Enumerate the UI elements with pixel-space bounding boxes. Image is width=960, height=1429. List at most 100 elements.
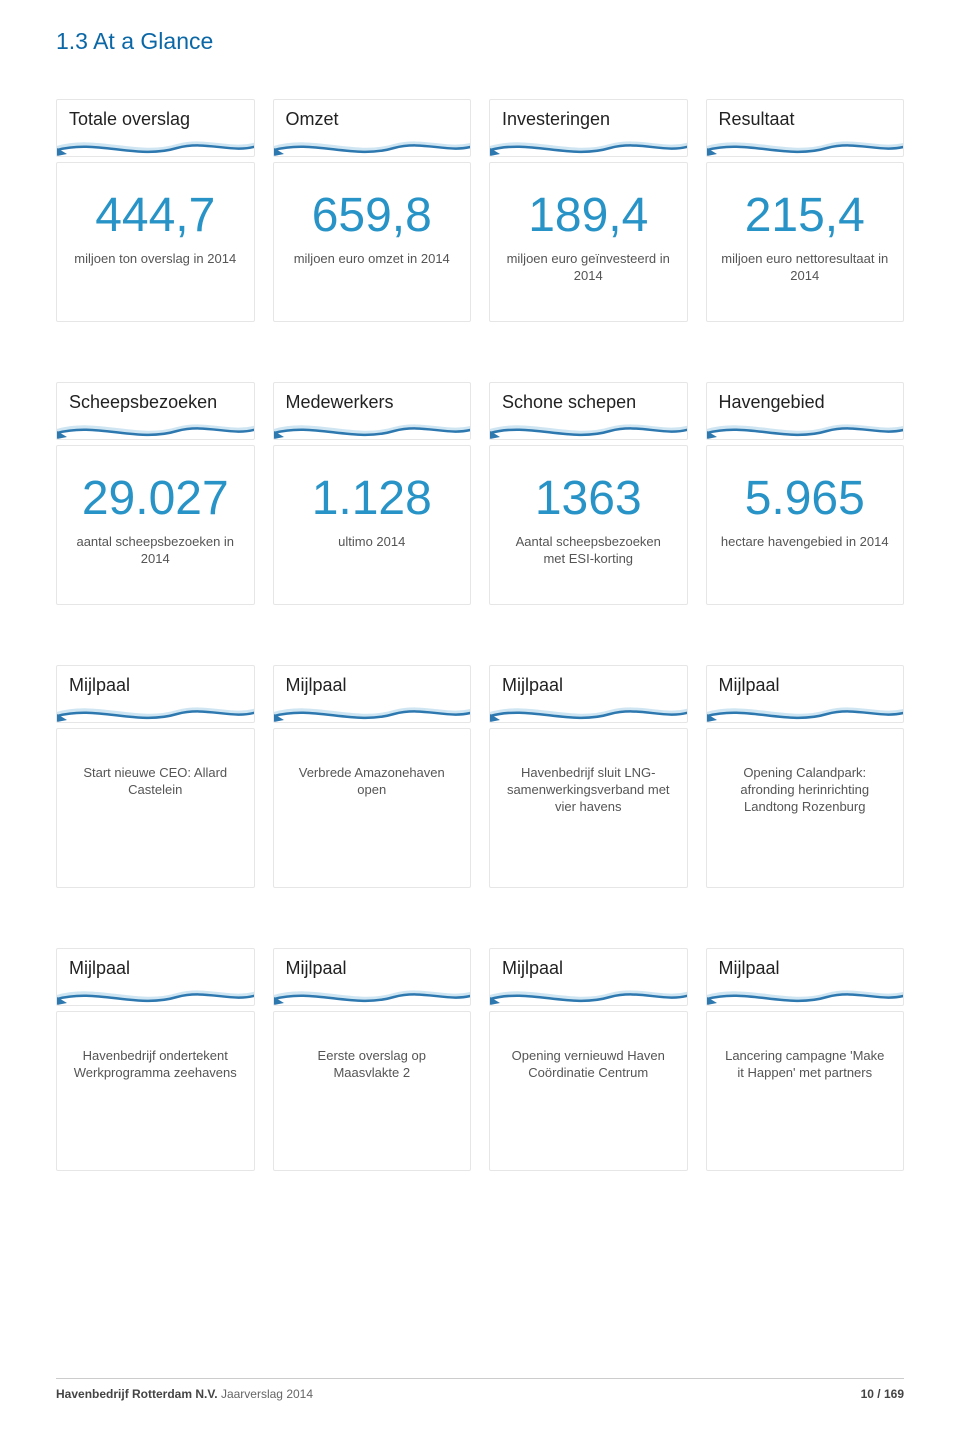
card-value: 29.027 [67, 474, 244, 524]
card-title: Mijlpaal [490, 666, 687, 696]
wave-decoration [57, 132, 255, 156]
wave-decoration [274, 981, 472, 1005]
card-description: Havenbedrijf ondertekent Werkprogramma z… [67, 1048, 244, 1082]
wave-decoration [274, 132, 472, 156]
card-description: aantal scheepsbezoeken in 2014 [67, 534, 244, 568]
card-title: Mijlpaal [274, 949, 471, 979]
card-body-2-0: Start nieuwe CEO: Allard Castelein [56, 728, 255, 888]
card-body-0-3: 215,4miljoen euro nettoresultaat in 2014 [706, 162, 905, 322]
card-body-3-2: Opening vernieuwd Haven Coördinatie Cent… [489, 1011, 688, 1171]
card-body-1-1: 1.128 ultimo 2014 [273, 445, 472, 605]
card-body-0-2: 189,4 miljoen euro geïnvesteerd in 2014 [489, 162, 688, 322]
card-header-1-1: Medewerkers [273, 382, 472, 440]
card-value: 5.965 [717, 474, 894, 524]
card-body-1-2: 1363 Aantal scheepsbezoeken met ESI-korti… [489, 445, 688, 605]
wave-decoration [707, 981, 905, 1005]
card-body-1-0: 29.027 aantal scheepsbezoeken in 2014 [56, 445, 255, 605]
card-body-3-0: Havenbedrijf ondertekent Werkprogramma z… [56, 1011, 255, 1171]
wave-decoration [57, 981, 255, 1005]
card-value: 189,4 [500, 191, 677, 241]
card-title: Resultaat [707, 100, 904, 130]
row-spacer [706, 888, 905, 948]
card-body-1-3: 5.965 hectare havengebied in 2014 [706, 445, 905, 605]
card-body-3-1: Eerste overslag op Maasvlakte 2 [273, 1011, 472, 1171]
card-description: Start nieuwe CEO: Allard Castelein [67, 765, 244, 799]
card-title: Medewerkers [274, 383, 471, 413]
card-title: Mijlpaal [490, 949, 687, 979]
card-header-1-0: Scheepsbezoeken [56, 382, 255, 440]
wave-decoration [490, 132, 688, 156]
card-title: Mijlpaal [707, 949, 904, 979]
card-body-2-3: Opening Calandpark: afronding herinricht… [706, 728, 905, 888]
card-description: Aantal scheepsbezoeken met ESI-korting [500, 534, 677, 568]
row-spacer [489, 605, 688, 665]
card-description: Opening Calandpark: afronding herinricht… [717, 765, 894, 816]
wave-decoration [707, 698, 905, 722]
wave-decoration [57, 698, 255, 722]
card-body-2-2: Havenbedrijf sluit LNG-samenwerkingsverb… [489, 728, 688, 888]
card-title: Totale overslag [57, 100, 254, 130]
card-header-0-3: Resultaat [706, 99, 905, 157]
card-body-2-1: Verbrede Amazonehaven open [273, 728, 472, 888]
card-description: hectare havengebied in 2014 [717, 534, 894, 551]
row-spacer [706, 605, 905, 665]
card-title: Mijlpaal [274, 666, 471, 696]
card-header-2-2: Mijlpaal [489, 665, 688, 723]
card-header-2-0: Mijlpaal [56, 665, 255, 723]
section-title: 1.3 At a Glance [56, 28, 904, 55]
wave-decoration [274, 698, 472, 722]
card-value: 444,7 [67, 191, 244, 241]
wave-decoration [707, 132, 905, 156]
page-footer: Havenbedrijf Rotterdam N.V. Jaarverslag … [56, 1378, 904, 1401]
card-title: Scheepsbezoeken [57, 383, 254, 413]
card-description: Havenbedrijf sluit LNG-samenwerkingsverb… [500, 765, 677, 816]
card-description: Verbrede Amazonehaven open [284, 765, 461, 799]
card-title: Havengebied [707, 383, 904, 413]
wave-decoration [707, 415, 905, 439]
card-header-0-0: Totale overslag [56, 99, 255, 157]
footer-page-number: 10 / 169 [861, 1387, 904, 1401]
card-description: Eerste overslag op Maasvlakte 2 [284, 1048, 461, 1082]
row-spacer [273, 888, 472, 948]
card-description: miljoen ton overslag in 2014 [67, 251, 244, 268]
card-value: 1363 [500, 474, 677, 524]
row-spacer [273, 605, 472, 665]
card-title: Mijlpaal [707, 666, 904, 696]
card-header-2-1: Mijlpaal [273, 665, 472, 723]
wave-decoration [490, 415, 688, 439]
row-spacer [706, 322, 905, 382]
card-header-3-0: Mijlpaal [56, 948, 255, 1006]
row-spacer [56, 888, 255, 948]
card-description: Lancering campagne 'Make it Happen' met … [717, 1048, 894, 1082]
card-description: miljoen euro omzet in 2014 [284, 251, 461, 268]
row-spacer [56, 322, 255, 382]
card-title: Mijlpaal [57, 949, 254, 979]
card-title: Omzet [274, 100, 471, 130]
row-spacer [489, 322, 688, 382]
wave-decoration [274, 415, 472, 439]
card-description: ultimo 2014 [284, 534, 461, 551]
card-header-0-1: Omzet [273, 99, 472, 157]
row-spacer [56, 605, 255, 665]
card-header-3-1: Mijlpaal [273, 948, 472, 1006]
card-header-1-2: Schone schepen [489, 382, 688, 440]
wave-decoration [490, 698, 688, 722]
wave-decoration [490, 981, 688, 1005]
card-header-1-3: Havengebied [706, 382, 905, 440]
footer-company: Havenbedrijf Rotterdam N.V. [56, 1387, 218, 1401]
card-header-3-2: Mijlpaal [489, 948, 688, 1006]
card-body-0-1: 659,8miljoen euro omzet in 2014 [273, 162, 472, 322]
card-title: Investeringen [490, 100, 687, 130]
card-title: Schone schepen [490, 383, 687, 413]
card-body-3-3: Lancering campagne 'Make it Happen' met … [706, 1011, 905, 1171]
card-value: 215,4 [717, 191, 894, 241]
card-description: miljoen euro geïnvesteerd in 2014 [500, 251, 677, 285]
card-header-2-3: Mijlpaal [706, 665, 905, 723]
card-body-0-0: 444,7 miljoen ton overslag in 2014 [56, 162, 255, 322]
footer-report: Jaarverslag 2014 [221, 1387, 313, 1401]
row-spacer [273, 322, 472, 382]
card-value: 1.128 [284, 474, 461, 524]
card-header-0-2: Investeringen [489, 99, 688, 157]
row-spacer [489, 888, 688, 948]
wave-decoration [57, 415, 255, 439]
